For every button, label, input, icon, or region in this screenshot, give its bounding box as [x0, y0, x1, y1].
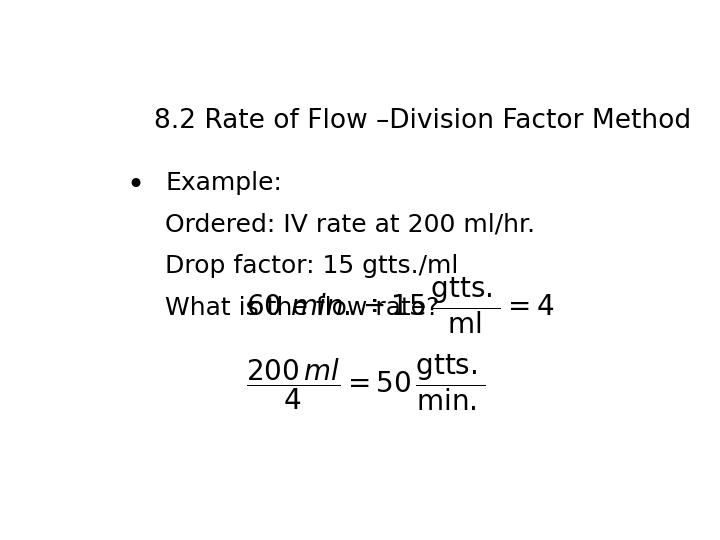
Text: What is the flow rate?: What is the flow rate?	[166, 295, 440, 320]
Text: $60\ \mathit{min.}\div 15\,\dfrac{\mathrm{gtts.}}{\mathrm{ml}} = 4$: $60\ \mathit{min.}\div 15\,\dfrac{\mathr…	[246, 275, 554, 336]
Text: $\dfrac{200\,\mathit{ml}}{4} = 50\,\dfrac{\mathrm{gtts.}}{\mathrm{min.}}$: $\dfrac{200\,\mathit{ml}}{4} = 50\,\dfra…	[246, 353, 486, 413]
Text: Drop factor: 15 gtts./ml: Drop factor: 15 gtts./ml	[166, 254, 459, 278]
Text: 8.2 Rate of Flow –Division Factor Method: 8.2 Rate of Flow –Division Factor Method	[154, 109, 691, 134]
Text: Example:: Example:	[166, 171, 282, 195]
Text: •: •	[126, 171, 145, 200]
Text: Ordered: IV rate at 200 ml/hr.: Ordered: IV rate at 200 ml/hr.	[166, 212, 536, 237]
